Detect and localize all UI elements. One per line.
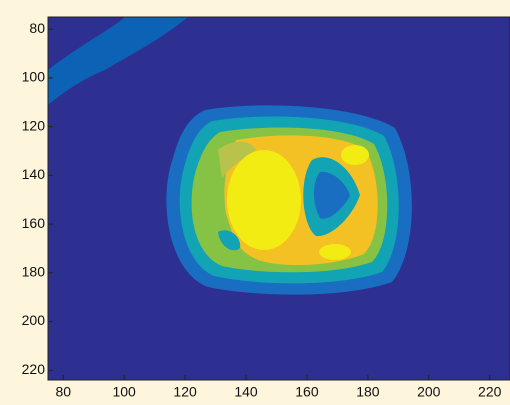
x-tick-label: 180 xyxy=(356,384,380,400)
x-tick-label: 140 xyxy=(234,384,258,400)
y-tick-label: 220 xyxy=(22,361,46,377)
y-tick-label: 80 xyxy=(29,20,45,36)
x-tick-label: 100 xyxy=(112,384,136,400)
y-tick-label: 180 xyxy=(22,264,46,280)
chart: 80 100 120 140 160 180 200 220 80 100 120 140 160 180… xyxy=(0,0,510,405)
y-tick-label: 160 xyxy=(22,215,46,231)
y-tick-label: 200 xyxy=(22,312,46,328)
y-tick-label: 100 xyxy=(22,69,46,85)
x-tick-label: 200 xyxy=(417,384,441,400)
x-tick-label: 160 xyxy=(295,384,319,400)
y-tick-label: 120 xyxy=(22,117,46,133)
region xyxy=(319,244,351,260)
region xyxy=(341,145,369,165)
region xyxy=(227,150,301,250)
y-tick-label: 140 xyxy=(22,166,46,182)
x-tick-label: 220 xyxy=(478,384,502,400)
x-tick-label: 80 xyxy=(55,384,71,400)
x-tick-label: 120 xyxy=(173,384,197,400)
